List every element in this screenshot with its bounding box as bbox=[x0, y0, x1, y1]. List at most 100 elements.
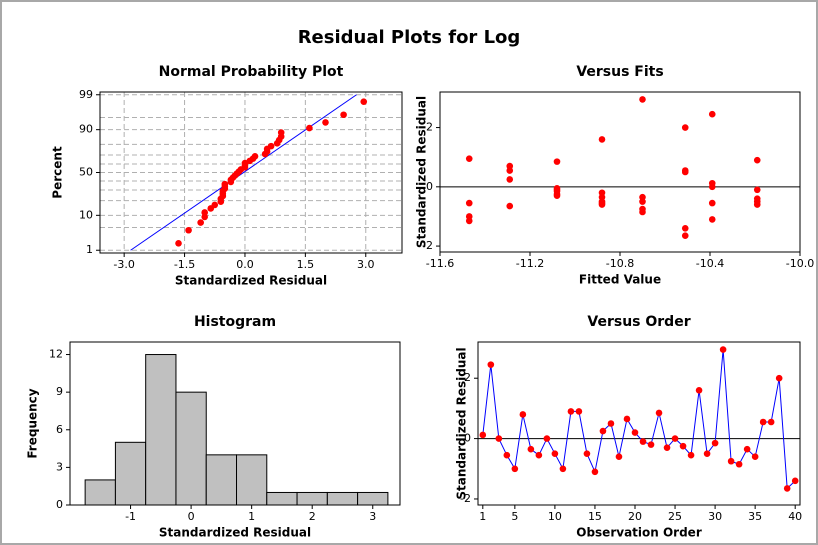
point bbox=[583, 450, 591, 457]
bar bbox=[236, 454, 268, 506]
y-tick-label: 90 bbox=[79, 123, 93, 136]
y-axis-label: Percent bbox=[51, 146, 65, 199]
point bbox=[553, 192, 561, 200]
point bbox=[251, 153, 259, 160]
x-tick-label: 0 bbox=[188, 510, 195, 523]
y-axis-label: Standardized Residual bbox=[415, 96, 429, 248]
y-tick-label: 99 bbox=[79, 88, 93, 101]
plot-border bbox=[99, 91, 403, 254]
point bbox=[322, 119, 329, 126]
point bbox=[639, 208, 646, 216]
point bbox=[465, 199, 473, 207]
point bbox=[681, 124, 689, 131]
x-tick-label: -10.0 bbox=[786, 257, 814, 270]
point bbox=[681, 168, 689, 176]
point bbox=[708, 110, 716, 118]
point bbox=[553, 158, 561, 165]
bar bbox=[296, 491, 328, 506]
x-axis-label: Observation Order bbox=[576, 526, 702, 540]
point bbox=[465, 155, 473, 162]
point bbox=[708, 183, 716, 191]
x-tick-label: -3.0 bbox=[113, 258, 134, 271]
point bbox=[695, 386, 703, 394]
point bbox=[687, 451, 695, 459]
point bbox=[506, 176, 514, 183]
point bbox=[487, 361, 495, 368]
y-tick-label: 0 bbox=[56, 498, 63, 511]
point bbox=[655, 409, 663, 417]
y-tick-label: 1 bbox=[86, 243, 93, 256]
point bbox=[751, 453, 759, 461]
bar bbox=[175, 391, 207, 506]
point bbox=[753, 156, 761, 164]
bar bbox=[84, 479, 116, 506]
y-tick-label: 3 bbox=[56, 460, 63, 473]
point bbox=[267, 142, 275, 150]
y-tick-label: 0 bbox=[464, 432, 471, 445]
point bbox=[639, 198, 646, 205]
point bbox=[753, 201, 761, 208]
point bbox=[783, 485, 791, 492]
series-line bbox=[482, 349, 796, 490]
x-tick-label: 40 bbox=[788, 510, 802, 523]
plot-border bbox=[439, 91, 801, 253]
x-tick-label: 0.0 bbox=[236, 258, 254, 271]
x-tick-label: -10.4 bbox=[696, 257, 724, 270]
point bbox=[711, 439, 719, 447]
point bbox=[727, 457, 735, 465]
point bbox=[506, 167, 514, 174]
point bbox=[647, 441, 655, 448]
bar bbox=[205, 454, 238, 506]
point bbox=[681, 224, 689, 232]
point bbox=[735, 460, 743, 468]
panel-title: Normal Probability Plot bbox=[159, 64, 344, 80]
x-tick-label: -11.2 bbox=[516, 257, 544, 270]
plot-area bbox=[440, 92, 800, 252]
x-tick-label: 20 bbox=[628, 510, 642, 523]
x-tick-label: 3.0 bbox=[357, 258, 375, 271]
x-tick-label: -11.6 bbox=[426, 257, 454, 270]
point bbox=[197, 219, 204, 226]
y-axis-label: Frequency bbox=[26, 388, 40, 458]
bar bbox=[145, 354, 177, 506]
point bbox=[671, 435, 679, 442]
point bbox=[211, 201, 219, 209]
y-tick-label: 10 bbox=[79, 208, 93, 221]
point bbox=[506, 202, 514, 210]
x-tick-label: 25 bbox=[668, 510, 682, 523]
point bbox=[759, 418, 767, 426]
point bbox=[591, 468, 599, 476]
point bbox=[277, 129, 285, 136]
point bbox=[598, 201, 606, 208]
panel-title: Versus Order bbox=[587, 314, 690, 330]
y-tick-label: 0 bbox=[426, 180, 433, 193]
y-tick-label: -2 bbox=[460, 492, 471, 505]
point bbox=[679, 442, 687, 450]
point bbox=[753, 186, 761, 194]
point bbox=[503, 451, 511, 459]
x-tick-label: -10.8 bbox=[606, 257, 634, 270]
point bbox=[185, 226, 192, 234]
fit-line bbox=[130, 94, 357, 251]
point bbox=[639, 438, 647, 445]
point bbox=[743, 445, 751, 453]
y-tick-label: 2 bbox=[464, 371, 471, 384]
bar bbox=[357, 491, 389, 506]
x-tick-label: 1 bbox=[479, 510, 486, 523]
point bbox=[775, 374, 783, 382]
x-tick-label: 35 bbox=[748, 510, 762, 523]
x-tick-label: -1 bbox=[125, 510, 136, 523]
point bbox=[221, 180, 229, 188]
plot-border bbox=[477, 341, 801, 506]
point bbox=[703, 450, 711, 457]
point bbox=[465, 217, 473, 225]
point bbox=[527, 445, 535, 453]
x-tick-label: 15 bbox=[588, 510, 602, 523]
x-tick-label: 1 bbox=[248, 510, 255, 523]
y-tick-label: 6 bbox=[56, 423, 63, 436]
point bbox=[543, 435, 551, 442]
bar bbox=[326, 491, 359, 506]
point bbox=[495, 435, 503, 442]
point bbox=[175, 240, 182, 247]
